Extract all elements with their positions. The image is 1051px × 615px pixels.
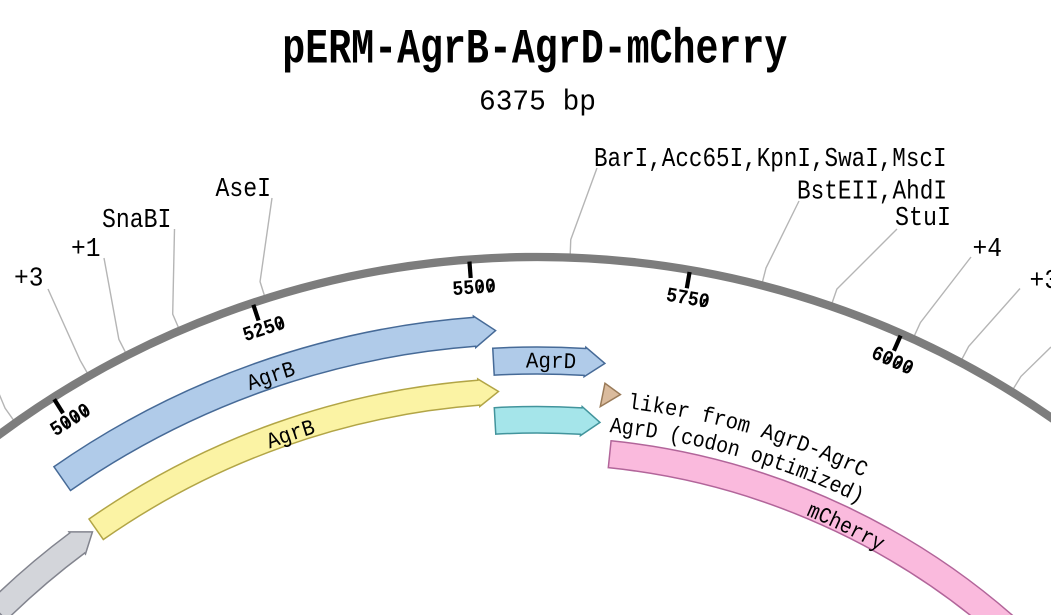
svg-text:+3: +3 <box>1030 267 1051 297</box>
svg-text:+1: +1 <box>71 235 101 265</box>
svg-text:AseI: AseI <box>216 175 272 205</box>
svg-text:+4: +4 <box>973 235 1003 265</box>
svg-text:pERM-AgrB-AgrD-mCherry: pERM-AgrB-AgrD-mCherry <box>282 21 787 77</box>
svg-text:StuI: StuI <box>895 204 951 234</box>
svg-text:BarI,Acc65I,KpnI,SwaI,MscI: BarI,Acc65I,KpnI,SwaI,MscI <box>594 145 947 175</box>
svg-text:+3: +3 <box>14 265 44 295</box>
svg-text:6375 bp: 6375 bp <box>479 86 596 119</box>
svg-text:SnaBI: SnaBI <box>102 206 171 236</box>
svg-text:BstEII,AhdI: BstEII,AhdI <box>797 178 947 208</box>
